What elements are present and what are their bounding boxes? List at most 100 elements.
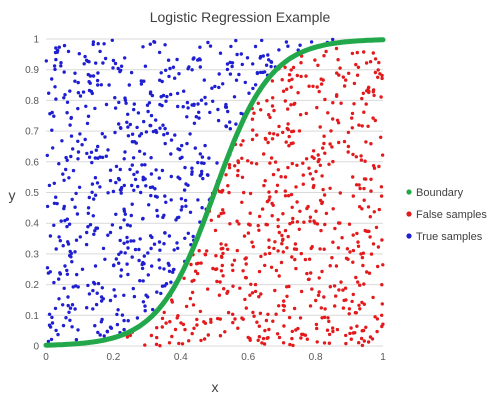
point-false-samples [227, 163, 232, 167]
point-true-samples [50, 77, 54, 81]
point-true-samples [183, 236, 187, 240]
point-false-samples [218, 317, 222, 321]
point-false-samples [260, 341, 264, 345]
point-true-samples [83, 54, 87, 59]
point-false-samples [240, 200, 244, 204]
point-true-samples [186, 231, 190, 235]
point-false-samples [368, 215, 372, 219]
point-true-samples [191, 57, 195, 61]
point-true-samples [85, 230, 89, 235]
point-true-samples [124, 101, 128, 105]
point-true-samples [87, 195, 92, 200]
point-true-samples [136, 111, 141, 115]
point-true-samples [85, 306, 89, 310]
point-true-samples [74, 191, 78, 196]
point-false-samples [270, 137, 275, 141]
point-true-samples [67, 176, 71, 180]
point-true-samples [133, 177, 138, 182]
point-false-samples [350, 111, 355, 116]
point-false-samples [192, 278, 196, 282]
point-false-samples [361, 251, 366, 255]
point-false-samples [274, 312, 278, 316]
point-true-samples [45, 153, 49, 158]
point-false-samples [311, 84, 315, 89]
point-true-samples [87, 155, 92, 159]
point-false-samples [249, 161, 254, 165]
point-true-samples [179, 208, 183, 212]
point-true-samples [130, 255, 134, 259]
point-true-samples [208, 110, 212, 115]
point-false-samples [271, 96, 275, 100]
point-false-samples [266, 140, 270, 145]
point-false-samples [268, 195, 272, 199]
point-true-samples [129, 70, 134, 75]
point-false-samples [357, 123, 361, 127]
point-true-samples [228, 120, 232, 124]
point-false-samples [191, 303, 196, 307]
point-true-samples [46, 271, 51, 275]
point-false-samples [330, 145, 334, 149]
point-true-samples [180, 155, 184, 159]
point-true-samples [123, 56, 127, 60]
point-false-samples [223, 330, 227, 334]
point-true-samples [173, 133, 177, 137]
point-false-samples [277, 230, 281, 235]
point-false-samples [239, 143, 243, 147]
point-false-samples [368, 235, 372, 239]
point-true-samples [193, 146, 197, 150]
point-false-samples [379, 95, 383, 99]
point-false-samples [362, 186, 366, 191]
point-false-samples [371, 116, 375, 120]
x-tick-label: 1 [380, 352, 386, 363]
point-true-samples [93, 324, 97, 328]
point-false-samples [286, 234, 290, 239]
point-false-samples [272, 132, 276, 136]
point-false-samples [264, 318, 269, 323]
point-false-samples [372, 210, 376, 214]
point-false-samples [287, 144, 291, 148]
point-false-samples [323, 151, 327, 155]
point-true-samples [188, 132, 192, 136]
point-true-samples [186, 183, 190, 187]
y-tick-labels: 0 0.1 0.2 0.3 0.4 0.5 0.6 0.7 0.8 0.9 1 [25, 35, 39, 353]
point-true-samples [92, 280, 96, 285]
point-false-samples [347, 307, 352, 311]
point-true-samples [54, 46, 58, 50]
point-true-samples [89, 150, 94, 154]
point-true-samples [113, 96, 117, 100]
point-true-samples [47, 91, 51, 95]
point-false-samples [220, 263, 224, 268]
point-true-samples [108, 168, 113, 172]
point-true-samples [115, 322, 120, 327]
point-true-samples [216, 118, 221, 123]
point-false-samples [314, 322, 319, 327]
point-false-samples [379, 185, 384, 189]
point-false-samples [318, 125, 322, 129]
point-false-samples [379, 194, 384, 198]
point-true-samples [117, 122, 121, 126]
point-false-samples [307, 257, 312, 261]
point-true-samples [230, 64, 234, 69]
point-false-samples [284, 140, 288, 144]
point-true-samples [129, 213, 133, 218]
point-false-samples [267, 327, 271, 332]
point-false-samples [290, 161, 294, 166]
point-false-samples [274, 190, 278, 194]
point-true-samples [258, 56, 262, 60]
point-false-samples [281, 89, 286, 93]
point-true-samples [144, 130, 149, 134]
point-false-samples [293, 242, 298, 246]
point-false-samples [268, 115, 272, 120]
point-true-samples [50, 128, 54, 132]
point-true-samples [47, 312, 52, 316]
point-false-samples [248, 293, 252, 297]
point-false-samples [219, 269, 224, 273]
point-false-samples [360, 96, 364, 101]
point-true-samples [122, 327, 126, 332]
point-true-samples [93, 264, 98, 268]
point-false-samples [290, 336, 294, 341]
point-false-samples [359, 154, 363, 158]
point-false-samples [380, 238, 384, 242]
point-false-samples [330, 256, 334, 260]
point-false-samples [154, 342, 159, 346]
